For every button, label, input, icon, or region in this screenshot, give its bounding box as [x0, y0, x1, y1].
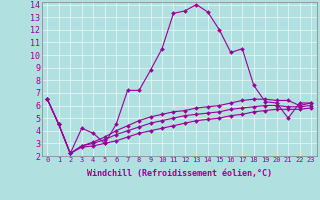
X-axis label: Windchill (Refroidissement éolien,°C): Windchill (Refroidissement éolien,°C) — [87, 169, 272, 178]
